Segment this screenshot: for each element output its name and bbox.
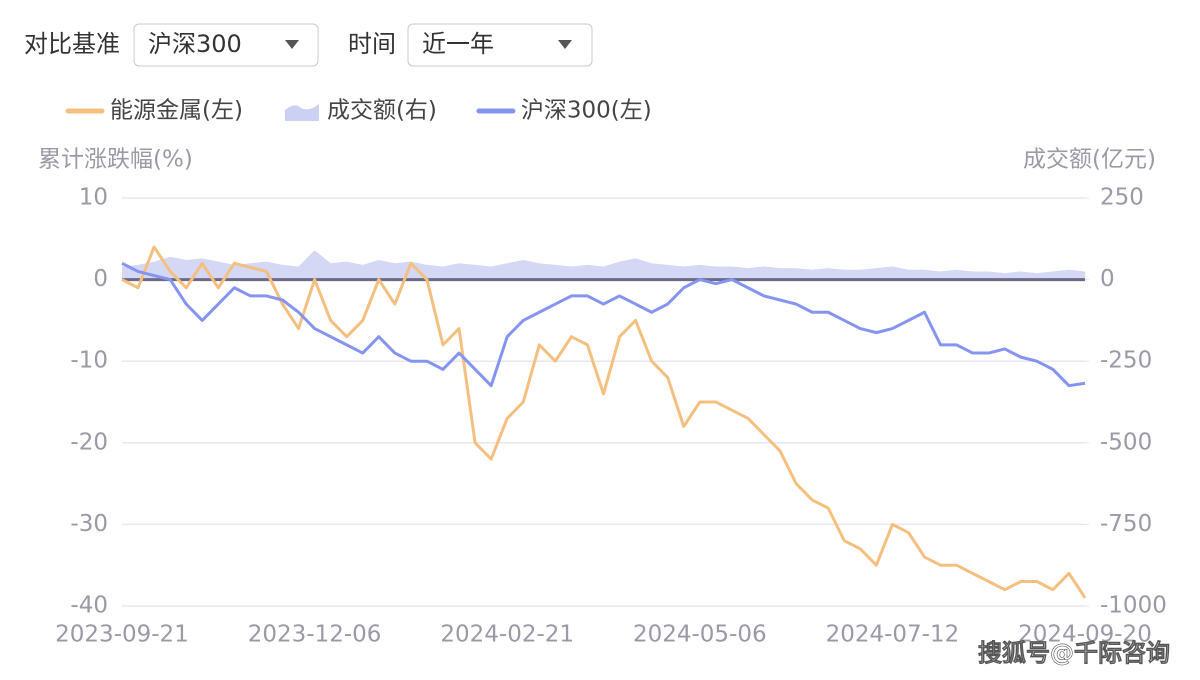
select-value[interactable]: 近一年 [422,30,494,58]
x-tick-label: 2024-07-12 [826,622,960,648]
y2-tick-label: -250 [1100,348,1152,374]
y-tick-label: 10 [79,185,108,211]
legend-label: 成交额(右) [327,98,437,124]
period-select[interactable]: 近一年 [407,23,593,67]
watermark: 搜狐号@千际咨询 [978,639,1170,667]
y2-tick-label: 250 [1100,185,1144,211]
legend-item: 成交额(右) [284,98,437,124]
dropdown-arrow[interactable] [558,40,572,49]
legend-item: 沪深300(左) [476,98,652,124]
benchmark-label: 对比基准 [24,30,120,58]
legend-icon [284,104,319,121]
volume-area [122,250,1085,280]
series-line [121,261,1086,388]
x-tick-label: 2023-09-21 [55,622,189,648]
benchmark-select[interactable]: 沪深300 [133,23,319,67]
y2-tick-label: -500 [1100,429,1152,455]
y-tick-label: -10 [70,348,108,374]
select-box[interactable] [407,23,593,67]
y-axis-title: 累计涨跌幅(%) [38,147,193,173]
period-label: 时间 [348,30,396,58]
y2-tick-label: -1000 [1100,593,1167,619]
x-tick-label: 2023-12-06 [248,622,382,648]
x-tick-label: 2024-05-06 [633,622,767,648]
y-tick-label: -30 [70,511,108,537]
y2-tick-label: 0 [1100,266,1115,292]
dropdown-arrow[interactable] [285,40,299,49]
select-value[interactable]: 沪深300 [148,30,242,58]
y-tick-label: -40 [70,593,108,619]
legend-item: 能源金属(左) [65,98,243,124]
series-line [121,245,1087,599]
legend-label: 沪深300(左) [521,98,652,124]
y-tick-label: -20 [70,429,108,455]
y2-axis-title: 成交额(亿元) [1023,147,1156,173]
select-box[interactable] [133,23,319,67]
y-tick-label: 0 [93,266,108,292]
legend-label: 能源金属(左) [110,98,243,124]
x-tick-label: 2024-02-21 [440,622,574,648]
y2-tick-label: -750 [1100,511,1152,537]
x-tick-label: 2024-09-20 [1018,622,1152,648]
